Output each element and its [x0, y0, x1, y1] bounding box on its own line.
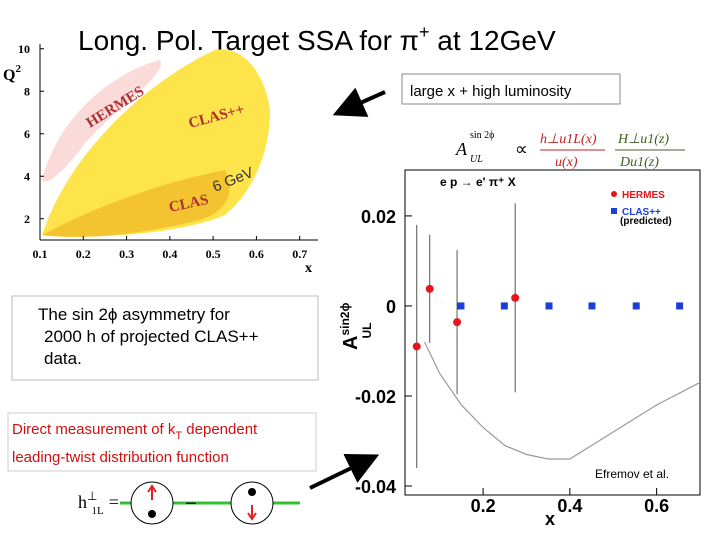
y-tick-label: 0.02: [361, 207, 396, 227]
formula-text: UL: [470, 154, 483, 165]
slide-title: Long. Pol. Target SSA for π+ at 12GeV: [78, 22, 556, 56]
diagram-circle: [230, 481, 274, 525]
point: [425, 284, 434, 293]
y-label-sup: 2: [15, 63, 21, 75]
y-label-main: Q: [3, 67, 15, 84]
diagram-dot: [248, 488, 256, 496]
y-tick-label: 6: [24, 127, 30, 141]
regions: [42, 49, 270, 237]
x-tick-label: 0.4: [162, 247, 177, 261]
formula-text: h: [78, 492, 87, 512]
red-note-box: [7, 412, 317, 472]
point: [545, 302, 553, 310]
callout: large x + high luminosity: [410, 83, 572, 100]
x-tick-label: 0.2: [471, 496, 496, 516]
legend-label: CLAS++: [622, 207, 661, 218]
formula-text: =: [109, 492, 119, 512]
formula-text: H⊥u1(z): [617, 132, 669, 147]
red-note: Direct measurement of kT dependent: [12, 421, 258, 442]
bottom-formula: h⊥ 1L =: [78, 489, 119, 517]
red-note-text: leading-twist distribution function: [12, 449, 229, 466]
credit: Efremov et al.: [595, 467, 669, 481]
note-line: 2000 h of projected CLAS++: [44, 327, 259, 346]
arrow: [309, 454, 380, 490]
red-note-text: dependent: [182, 421, 258, 438]
x-tick-label: 0.4: [557, 496, 582, 516]
x-tick-label: 0.2: [76, 247, 91, 261]
y-tick-label: -0.02: [355, 387, 396, 407]
formula-text: h⊥u1L(x): [540, 132, 597, 147]
note-line: The sin 2ϕ asymmetry for: [38, 305, 230, 324]
x-tick-label: 0.3: [119, 247, 134, 261]
y-tick-label: 2: [24, 212, 30, 226]
y-tick-label: 10: [18, 42, 30, 56]
theory-curve: [423, 341, 701, 460]
x-axis-label: x: [305, 261, 312, 276]
formula-text: u(x): [555, 155, 578, 170]
point: [412, 342, 421, 351]
point: [500, 302, 508, 310]
diagram-arrow: [247, 505, 257, 521]
y-axis-label: Asin2ϕ UL: [338, 303, 374, 350]
x-tick-label: 0.1: [33, 247, 48, 261]
formula-text: −: [185, 493, 197, 515]
y-label-sub: UL: [360, 323, 374, 339]
title-sup: +: [419, 22, 430, 42]
legend-marker: [611, 208, 617, 214]
point: [453, 318, 462, 327]
x-tick-label: 0.6: [249, 247, 264, 261]
point: [632, 302, 640, 310]
y-tick-label: 8: [24, 84, 30, 98]
plot-frame: [404, 169, 701, 496]
formula-text: Du1(z): [619, 155, 659, 170]
point: [511, 293, 520, 302]
x-tick-label: 0.5: [206, 247, 221, 261]
y-label-sup: sin2ϕ: [338, 303, 352, 336]
legend-label: HERMES: [622, 190, 665, 201]
ratio-formula: A sin 2ϕ UL ∝ h⊥u1L(x) u(x) H⊥u1(z) Du1(…: [455, 130, 685, 170]
point: [457, 302, 465, 310]
point: [676, 302, 684, 310]
formula-text: sin 2ϕ: [470, 130, 494, 141]
arrow: [332, 87, 386, 117]
y-axis-label: Q2: [3, 63, 21, 84]
note-box: [11, 295, 319, 381]
title-tail: at 12GeV: [430, 25, 556, 56]
x-tick-label: 0.6: [644, 496, 669, 516]
title-main: Long. Pol. Target SSA for π: [78, 25, 419, 56]
hermes-region: [42, 60, 161, 182]
formula-text: A: [455, 139, 468, 159]
red-note-sub: T: [175, 430, 182, 442]
clas-region: [42, 170, 230, 237]
y-tick-label: 4: [24, 169, 30, 183]
diagram-arrow: [147, 484, 157, 500]
y-label-main: A: [340, 336, 362, 350]
y-tick-label: -0.04: [355, 477, 396, 497]
formula-text: 1L: [91, 505, 104, 517]
legend-marker: [611, 191, 617, 197]
note-line: data.: [44, 349, 82, 368]
legend-note: (predicted): [620, 216, 672, 227]
y-tick-label: 0: [386, 297, 396, 317]
formula-text: ∝: [515, 139, 528, 159]
x-tick-label: 0.7: [292, 247, 307, 261]
callout-box: [401, 73, 621, 105]
subtitle: e p → e' π⁺ X: [440, 175, 516, 189]
diagram-circle: [130, 481, 174, 525]
point: [588, 302, 596, 310]
formula-text: ⊥: [87, 489, 97, 503]
diagram-dot: [148, 510, 156, 518]
x-axis-label: x: [545, 509, 555, 529]
red-note-text: Direct measurement of k: [12, 421, 176, 438]
